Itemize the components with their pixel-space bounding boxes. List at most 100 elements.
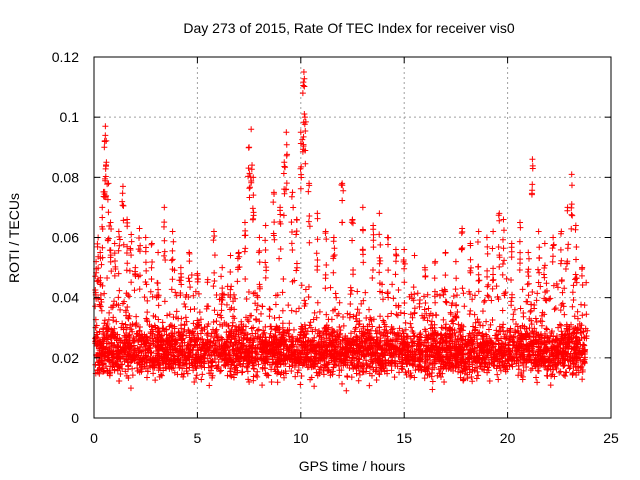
data-point xyxy=(459,285,466,292)
data-point xyxy=(400,258,407,265)
data-point xyxy=(342,335,349,342)
data-point xyxy=(228,283,235,290)
data-point xyxy=(316,308,323,315)
data-point xyxy=(269,347,276,354)
data-point xyxy=(471,311,478,318)
data-point xyxy=(556,369,563,376)
data-point xyxy=(443,333,450,340)
data-point xyxy=(227,339,234,346)
data-point xyxy=(583,279,590,286)
data-point xyxy=(523,359,530,366)
data-point xyxy=(250,339,257,346)
data-point xyxy=(112,265,119,272)
data-point xyxy=(310,316,317,323)
data-point xyxy=(230,374,237,381)
data-point xyxy=(162,360,169,367)
data-point xyxy=(541,341,548,348)
data-point xyxy=(391,374,398,381)
x-tick-label: 25 xyxy=(603,430,619,446)
data-point xyxy=(101,331,108,338)
data-point xyxy=(149,335,156,342)
data-point xyxy=(404,333,411,340)
data-point xyxy=(554,347,561,354)
data-point xyxy=(437,336,444,343)
data-point xyxy=(421,339,428,346)
data-point xyxy=(385,267,392,274)
data-point xyxy=(243,336,250,343)
data-point xyxy=(290,326,297,333)
data-point xyxy=(572,226,579,233)
data-point xyxy=(99,355,106,362)
data-point xyxy=(547,366,554,373)
data-point xyxy=(149,258,156,265)
data-point xyxy=(169,266,176,273)
data-point xyxy=(320,355,327,362)
data-point xyxy=(357,363,364,370)
data-point xyxy=(408,324,415,331)
data-point xyxy=(529,181,536,188)
data-point xyxy=(367,363,374,370)
data-point xyxy=(249,216,256,223)
data-point xyxy=(162,352,169,359)
data-point xyxy=(480,344,487,351)
data-point xyxy=(397,340,404,347)
data-point xyxy=(197,344,204,351)
data-point xyxy=(511,306,518,313)
data-point xyxy=(436,354,443,361)
data-point xyxy=(467,256,474,263)
data-point xyxy=(94,341,101,348)
data-point xyxy=(299,136,306,143)
data-point xyxy=(126,344,133,351)
data-point xyxy=(215,358,222,365)
data-point xyxy=(330,332,337,339)
data-point xyxy=(359,368,366,375)
data-point xyxy=(541,262,548,269)
data-point xyxy=(207,333,214,340)
data-point xyxy=(327,372,334,379)
data-point xyxy=(250,365,257,372)
data-point xyxy=(218,294,225,301)
data-point xyxy=(285,346,292,353)
data-point xyxy=(124,359,131,366)
data-point xyxy=(448,366,455,373)
data-point xyxy=(431,259,438,266)
data-point xyxy=(489,316,496,323)
data-point xyxy=(524,281,531,288)
data-point xyxy=(279,307,286,314)
data-point xyxy=(213,362,220,369)
data-point xyxy=(186,353,193,360)
data-point xyxy=(349,355,356,362)
data-point xyxy=(192,364,199,371)
data-point xyxy=(353,318,360,325)
data-point xyxy=(262,259,269,266)
data-point xyxy=(285,302,292,309)
data-point xyxy=(533,374,540,381)
data-point xyxy=(578,272,585,279)
data-point xyxy=(130,354,137,361)
data-point xyxy=(388,323,395,330)
data-point xyxy=(415,347,422,354)
data-point xyxy=(159,319,166,326)
data-point xyxy=(288,219,295,226)
data-point xyxy=(196,309,203,316)
data-point xyxy=(525,292,532,299)
data-point xyxy=(502,289,509,296)
data-point xyxy=(336,323,343,330)
data-point xyxy=(179,332,186,339)
data-point xyxy=(527,340,534,347)
data-point xyxy=(506,362,513,369)
data-point xyxy=(180,370,187,377)
data-point xyxy=(569,303,576,310)
data-point xyxy=(293,216,300,223)
data-point xyxy=(568,335,575,342)
data-point xyxy=(105,209,112,216)
data-point xyxy=(339,219,346,226)
data-point xyxy=(389,281,396,288)
data-point xyxy=(246,170,253,177)
data-point xyxy=(459,337,466,344)
data-point xyxy=(298,282,305,289)
data-point xyxy=(185,275,192,282)
data-point xyxy=(525,280,532,287)
data-point xyxy=(478,332,485,339)
data-point xyxy=(302,160,309,167)
